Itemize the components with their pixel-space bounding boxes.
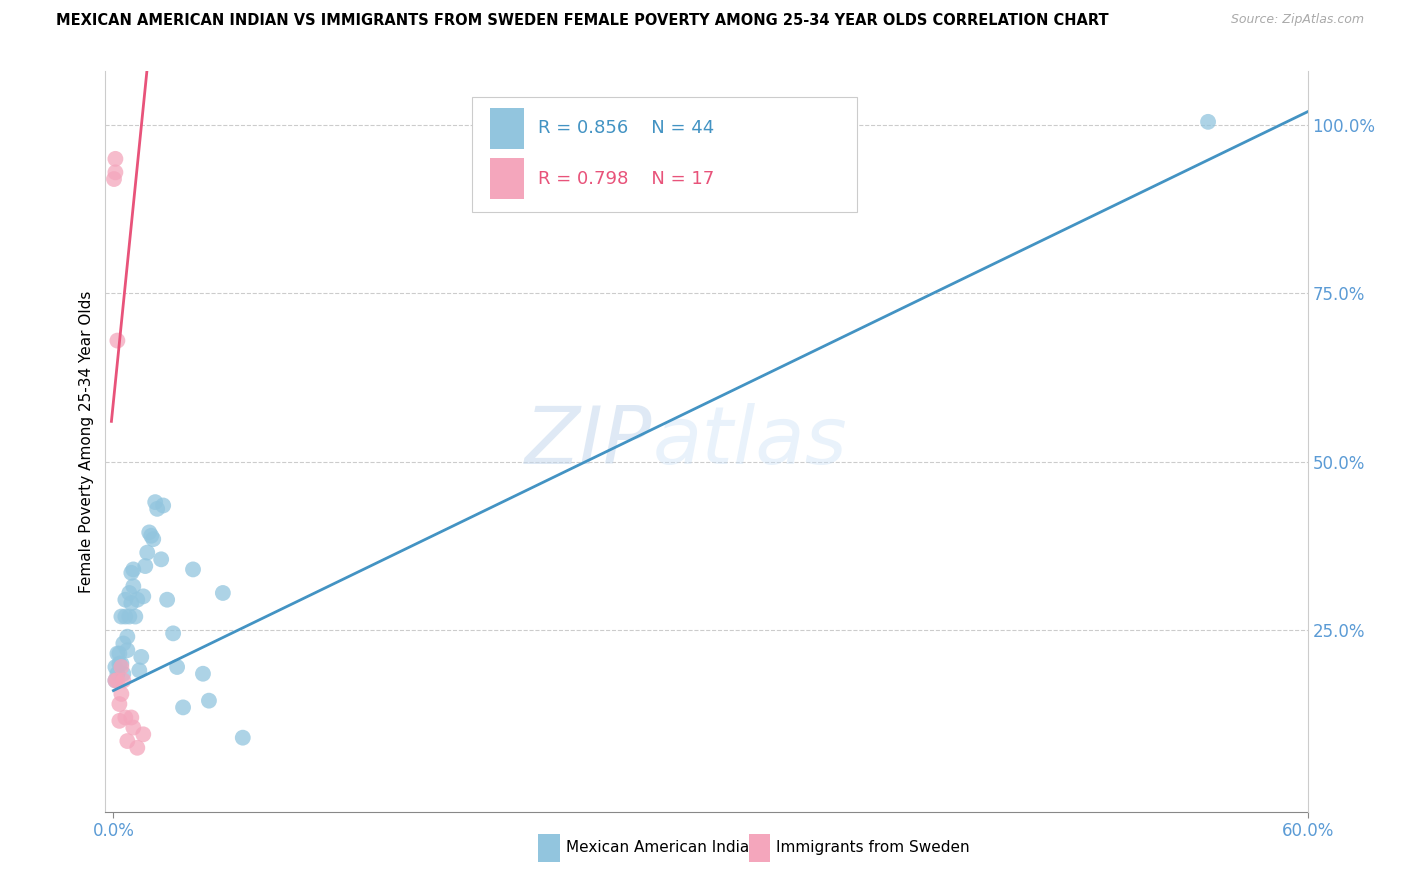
- Point: [105, 666, 128, 681]
- Point: [112, 673, 135, 688]
- Point: [118, 586, 141, 600]
- Point: [136, 545, 159, 560]
- Point: [108, 657, 131, 671]
- Point: [156, 592, 179, 607]
- Point: [127, 592, 149, 607]
- Text: Immigrants from Sweden: Immigrants from Sweden: [776, 840, 970, 855]
- Text: R = 0.856    N = 44: R = 0.856 N = 44: [538, 120, 714, 137]
- Point: [114, 592, 136, 607]
- Point: [134, 559, 156, 574]
- Bar: [748, 834, 770, 862]
- Point: [117, 630, 139, 644]
- Point: [120, 596, 142, 610]
- Point: [112, 636, 135, 650]
- Point: [122, 579, 145, 593]
- Point: [108, 647, 131, 661]
- Point: [112, 666, 135, 681]
- Point: [108, 697, 131, 711]
- Bar: [538, 834, 560, 862]
- Point: [120, 566, 142, 580]
- Point: [110, 660, 132, 674]
- Text: atlas: atlas: [652, 402, 848, 481]
- Point: [118, 609, 141, 624]
- Point: [110, 609, 132, 624]
- Bar: [472, 97, 856, 212]
- Point: [104, 152, 127, 166]
- Point: [104, 673, 127, 688]
- Point: [146, 501, 169, 516]
- Bar: [491, 108, 524, 149]
- Point: [191, 666, 214, 681]
- Point: [110, 657, 132, 671]
- Point: [117, 643, 139, 657]
- Point: [105, 647, 128, 661]
- Point: [120, 710, 142, 724]
- Point: [110, 687, 132, 701]
- Point: [232, 731, 254, 745]
- Text: MEXICAN AMERICAN INDIAN VS IMMIGRANTS FROM SWEDEN FEMALE POVERTY AMONG 25-34 YEA: MEXICAN AMERICAN INDIAN VS IMMIGRANTS FR…: [56, 13, 1109, 29]
- Text: Source: ZipAtlas.com: Source: ZipAtlas.com: [1230, 13, 1364, 27]
- Point: [150, 552, 173, 566]
- Point: [1197, 115, 1219, 129]
- Y-axis label: Female Poverty Among 25-34 Year Olds: Female Poverty Among 25-34 Year Olds: [79, 291, 94, 592]
- Text: ZIP: ZIP: [524, 402, 652, 481]
- Point: [122, 721, 145, 735]
- Point: [132, 727, 155, 741]
- Point: [138, 525, 160, 540]
- Point: [104, 660, 127, 674]
- Point: [114, 710, 136, 724]
- Bar: [491, 159, 524, 199]
- Point: [122, 562, 145, 576]
- Point: [166, 660, 188, 674]
- Point: [181, 562, 204, 576]
- Point: [117, 734, 139, 748]
- Point: [104, 673, 127, 688]
- Point: [198, 694, 221, 708]
- Point: [105, 673, 128, 688]
- Point: [212, 586, 235, 600]
- Text: R = 0.798    N = 17: R = 0.798 N = 17: [538, 169, 714, 187]
- Point: [127, 740, 149, 755]
- Point: [129, 649, 152, 664]
- Point: [104, 165, 127, 179]
- Text: Mexican American Indians: Mexican American Indians: [565, 840, 766, 855]
- Point: [132, 590, 155, 604]
- Point: [143, 495, 166, 509]
- Point: [108, 714, 131, 728]
- Point: [105, 334, 128, 348]
- Point: [172, 700, 194, 714]
- Point: [162, 626, 184, 640]
- Point: [103, 172, 125, 186]
- Point: [152, 499, 174, 513]
- Point: [142, 532, 165, 546]
- Point: [124, 609, 146, 624]
- Point: [128, 664, 150, 678]
- Point: [114, 609, 136, 624]
- Point: [141, 529, 163, 543]
